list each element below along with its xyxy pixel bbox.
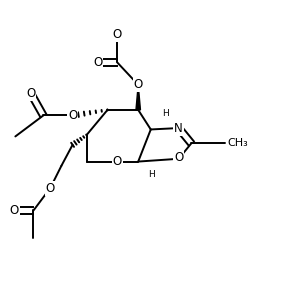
Text: O: O xyxy=(174,151,183,164)
Text: O: O xyxy=(46,181,55,195)
Polygon shape xyxy=(136,85,140,110)
Text: O: O xyxy=(134,78,143,91)
Text: O: O xyxy=(113,155,122,168)
Text: H: H xyxy=(148,170,155,179)
Text: O: O xyxy=(93,56,102,69)
Text: CH₃: CH₃ xyxy=(228,138,248,148)
Text: O: O xyxy=(68,109,77,122)
Text: O: O xyxy=(26,87,35,100)
Text: O: O xyxy=(9,204,19,217)
Text: O: O xyxy=(113,28,122,41)
Text: N: N xyxy=(174,122,183,135)
Text: H: H xyxy=(162,109,169,118)
